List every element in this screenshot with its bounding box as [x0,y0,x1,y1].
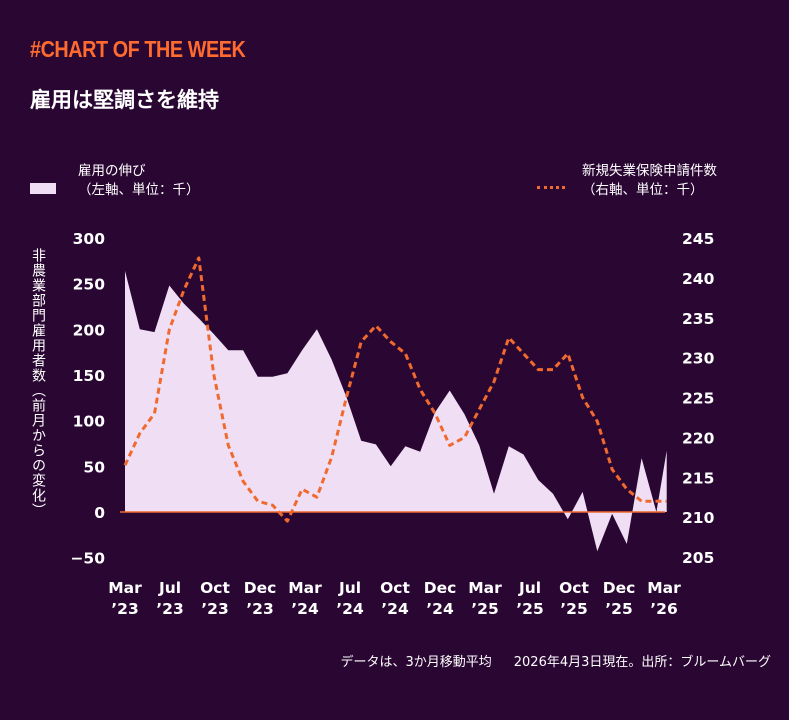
brand-hashtag: #CHART OF THE WEEK [30,36,246,62]
y-left-tick: 50 [83,458,105,476]
y-right-tick: 215 [682,469,714,487]
x-tick-month: Dec [603,579,636,597]
x-tick-month: Oct [200,579,230,597]
x-tick-month: Jul [338,579,361,597]
x-tick-month: Mar [108,579,142,597]
x-tick-month: Oct [559,579,589,597]
x-tick-year: ’24 [291,600,319,618]
x-tick-year: ’23 [111,600,138,618]
y-left-tick: 300 [73,230,106,248]
y-axis-left-label: 非農業部門雇用者数（前月からの変化） [30,248,46,518]
x-tick-year: ’25 [605,600,632,618]
legend-dashed-line-swatch [537,186,565,189]
y-left-tick: −50 [70,550,105,568]
footer-note: データは、3か月移動平均 2026年4月3日現在。出所：ブルームバーグ [340,651,771,670]
legend-employment-label: 雇用の伸び （左軸、単位：千） [78,163,200,198]
claims-line [123,256,667,523]
y-left-tick: 200 [73,321,106,339]
x-tick-month: Jul [518,579,541,597]
employment-area [125,270,667,552]
x-tick-year: ’24 [336,600,364,618]
legend-area-swatch [30,183,56,194]
chart-title: 雇用は堅調さを維持 [30,88,219,112]
y-right-tick: 235 [682,310,714,328]
y-right-tick: 230 [682,350,715,368]
y-left-tick: 0 [94,504,105,522]
y-right-tick: 210 [682,509,715,527]
x-tick-year: ’25 [516,600,543,618]
y-right-tick: 205 [682,549,714,567]
x-tick-month: Dec [424,579,457,597]
x-tick-year: ’26 [650,600,677,618]
x-tick-month: Mar [468,579,502,597]
x-tick-year: ’25 [471,600,498,618]
y-left-tick: 150 [73,367,106,385]
footer-source: 2026年4月3日現在。出所：ブルームバーグ [513,655,771,670]
x-tick-month: Mar [647,579,681,597]
x-tick-year: ’25 [560,600,587,618]
x-tick-year: ’23 [201,600,228,618]
legend-claims-label: 新規失業保険申請件数 （右軸、単位：千） [582,163,717,198]
x-tick-month: Dec [244,579,277,597]
y-right-tick: 240 [682,270,715,288]
y-left-tick: 250 [73,276,106,294]
x-tick-month: Jul [158,579,181,597]
x-tick-year: ’23 [156,600,183,618]
x-tick-month: Oct [380,579,410,597]
x-tick-year: ’24 [426,600,454,618]
y-right-tick: 245 [682,230,714,248]
x-tick-month: Mar [288,579,322,597]
y-right-tick: 225 [682,390,714,408]
x-tick-year: ’23 [246,600,273,618]
footer-data-note: データは、3か月移動平均 [340,655,492,670]
y-right-tick: 220 [682,429,715,447]
x-tick-year: ’24 [381,600,409,618]
y-left-tick: 100 [73,413,106,431]
